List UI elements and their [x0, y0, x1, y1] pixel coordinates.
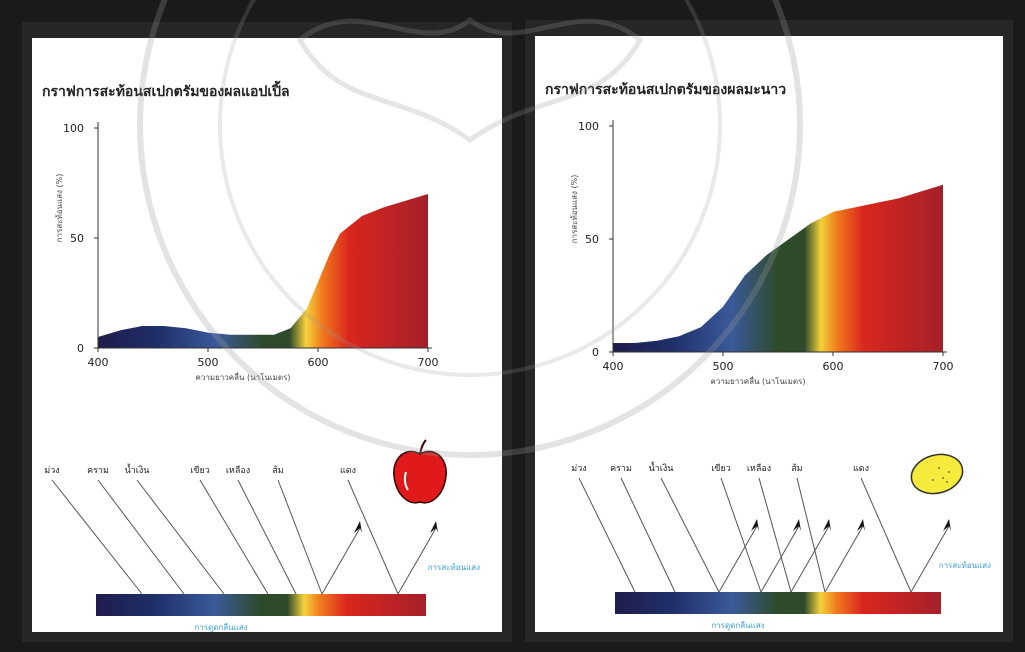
y-tick-label: 0 — [77, 342, 84, 355]
x-tick-label: 500 — [713, 360, 734, 373]
color-label: แดง — [853, 464, 869, 474]
x-tick-label: 600 — [308, 356, 329, 369]
incoming-light-ray — [199, 479, 269, 595]
color-label: เหลือง — [226, 465, 250, 476]
x-tick-label: 400 — [603, 360, 624, 373]
color-label: เขียว — [711, 463, 731, 474]
arrow-head — [857, 519, 865, 531]
y-tick-label: 50 — [70, 232, 84, 245]
color-label: เขียว — [190, 465, 210, 476]
incoming-light-ray — [51, 479, 143, 595]
absorb-label: การดูดกลืนแสง — [194, 623, 247, 632]
color-label: น้ำเงิน — [649, 461, 674, 474]
incoming-light-ray — [860, 477, 912, 593]
color-label: ม่วง — [571, 464, 586, 474]
color-label: ส้ม — [272, 465, 283, 476]
arrow-head — [430, 521, 438, 533]
color-label: คราม — [610, 464, 632, 474]
incoming-light-ray — [136, 479, 225, 595]
x-tick-label: 600 — [823, 360, 844, 373]
reflected-light-ray — [397, 527, 437, 595]
incoming-light-ray — [720, 477, 762, 593]
incoming-light-ray — [578, 477, 636, 593]
color-label: ม่วง — [44, 466, 59, 476]
arrow-head — [943, 519, 951, 531]
arrow-head — [354, 521, 362, 533]
reflect-label: การสะท้อนแสง — [428, 563, 480, 572]
color-label: น้ำเงิน — [125, 463, 150, 476]
reflected-light-ray — [321, 527, 361, 595]
y-axis-label: การสะท้อนแสง (%) — [570, 175, 579, 244]
spectrum-bar — [96, 594, 426, 616]
chart-title: กราฟการสะท้อนสเปกตรัมของผลแอปเปิ้ล — [42, 80, 290, 100]
x-tick-label: 500 — [198, 356, 219, 369]
reflected-light-ray — [760, 525, 800, 593]
x-axis-label: ความยาวคลื่น (นาโนเมตร) — [710, 375, 805, 386]
reflected-light-ray — [910, 525, 950, 593]
x-axis-label: ความยาวคลื่น (นาโนเมตร) — [195, 371, 290, 382]
x-tick-label: 700 — [933, 360, 954, 373]
color-label: คราม — [87, 466, 109, 476]
arrow-head — [793, 519, 801, 531]
incoming-light-ray — [660, 477, 720, 593]
incoming-light-ray — [620, 477, 676, 593]
arrow-head — [751, 519, 759, 531]
spectrum-bar — [615, 592, 941, 614]
y-axis-label: การสะท้อนแสง (%) — [55, 174, 64, 243]
incoming-light-ray — [97, 479, 185, 595]
apple-panel: กราฟการสะท้อนสเปกตรัมของผลแอปเปิ้ล 400 500… — [22, 22, 512, 642]
lemon-icon — [910, 453, 964, 495]
reflectance-area — [98, 194, 428, 348]
reflected-light-ray — [790, 525, 830, 593]
color-label: แดง — [340, 466, 356, 476]
y-tick-label: 100 — [63, 122, 84, 135]
x-tick-label: 700 — [418, 356, 439, 369]
apple-icon — [393, 439, 447, 504]
reflected-light-ray — [718, 525, 758, 593]
y-tick-label: 50 — [585, 233, 599, 246]
chart-title: กราฟการสะท้อนสเปกตรัมของผลมะนาว — [545, 82, 786, 98]
incoming-light-ray — [277, 479, 323, 595]
x-tick-label: 400 — [88, 356, 109, 369]
lemon-panel: กราฟการสะท้อนสเปกตรัมของผลมะนาว 400 500 600… — [525, 20, 1013, 642]
y-tick-label: 0 — [592, 346, 599, 359]
color-label: เหลือง — [747, 463, 771, 474]
reflectance-area — [613, 184, 943, 352]
incoming-light-ray — [758, 477, 792, 593]
color-label: ส้ม — [791, 463, 802, 474]
y-tick-label: 100 — [578, 120, 599, 133]
reflected-light-ray — [824, 525, 864, 593]
incoming-light-ray — [347, 479, 399, 595]
incoming-light-ray — [796, 477, 826, 593]
absorb-label: การดูดกลืนแสง — [711, 621, 764, 631]
reflect-label: การสะท้อนแสง — [939, 561, 991, 570]
arrow-head — [823, 519, 831, 531]
incoming-light-ray — [237, 479, 297, 595]
